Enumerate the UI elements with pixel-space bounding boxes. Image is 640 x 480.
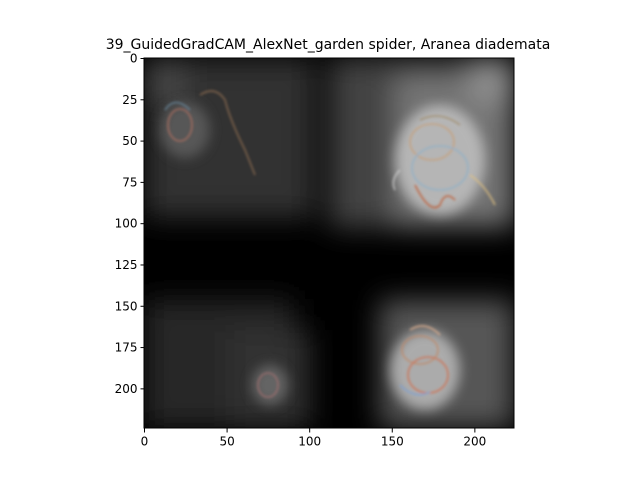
plot-title: 39_GuidedGradCAM_AlexNet_garden spider, … xyxy=(106,37,551,53)
y-tick-label: 75 xyxy=(122,175,137,189)
x-tick-label: 100 xyxy=(298,435,321,449)
x-tick-label: 200 xyxy=(463,435,486,449)
y-tick-label: 50 xyxy=(122,134,137,148)
x-axis: 0 50 100 150 200 xyxy=(141,428,486,449)
y-tick-label: 200 xyxy=(115,382,138,396)
plot-frame xyxy=(143,57,515,429)
y-tick-label: 25 xyxy=(122,93,137,107)
x-tick-label: 0 xyxy=(141,435,149,449)
y-tick-label: 100 xyxy=(115,217,138,231)
y-axis: 0 25 50 75 100 125 150 175 200 xyxy=(115,52,145,396)
y-tick-label: 0 xyxy=(130,52,138,66)
y-tick-label: 125 xyxy=(115,258,138,272)
y-tick-label: 175 xyxy=(115,341,138,355)
y-tick-label: 150 xyxy=(115,299,138,313)
x-tick-label: 150 xyxy=(381,435,404,449)
heatmap-image xyxy=(144,58,514,428)
x-tick-label: 50 xyxy=(219,435,234,449)
